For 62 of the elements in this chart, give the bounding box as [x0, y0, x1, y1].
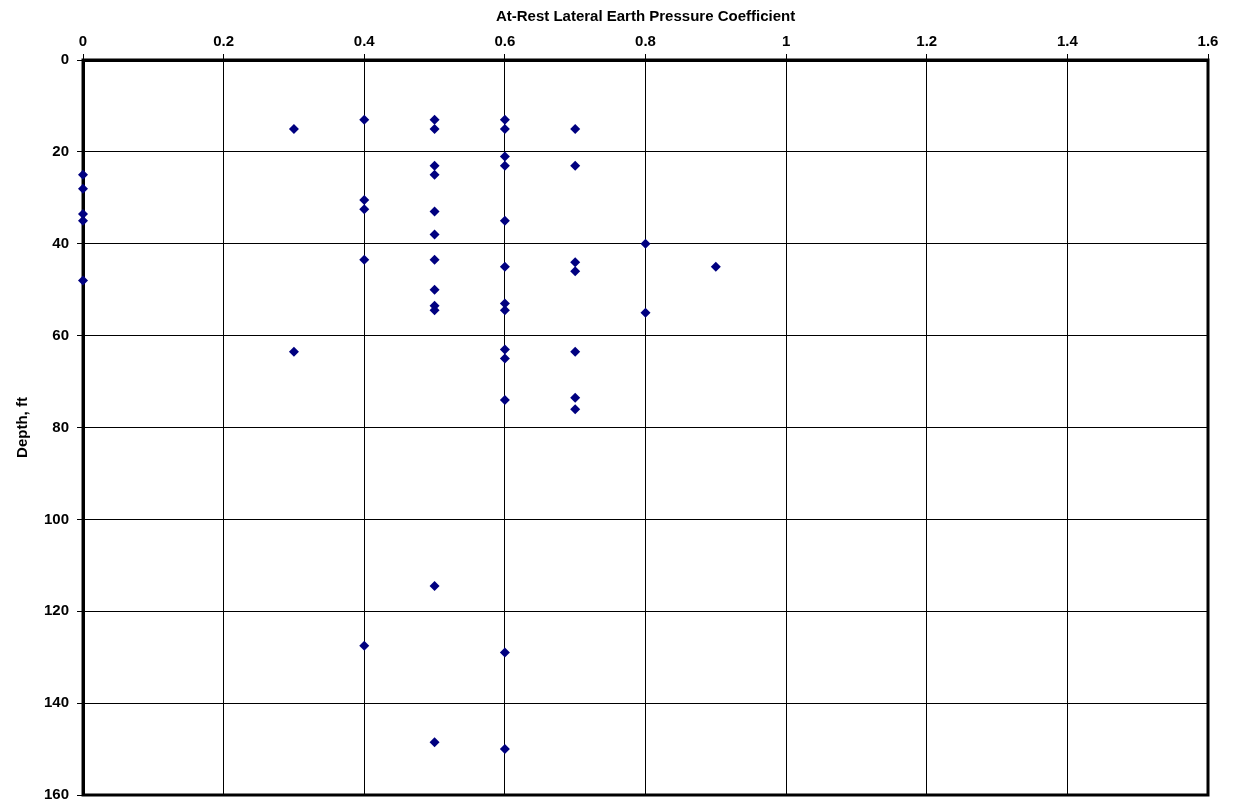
point [429, 580, 440, 591]
point [640, 238, 651, 249]
x-tick-label: 1.6 [1197, 32, 1219, 50]
point [499, 353, 510, 364]
point [429, 169, 440, 180]
point [359, 114, 370, 125]
point [499, 114, 510, 125]
point [78, 275, 89, 286]
point [570, 392, 581, 403]
x-tick-label: 0.4 [353, 32, 376, 50]
y-tick-label: 60 [52, 325, 70, 343]
x-tick-label: 0.8 [635, 32, 656, 50]
point [640, 307, 651, 318]
point [429, 114, 440, 125]
point [499, 151, 510, 162]
point [570, 160, 581, 171]
y-tick-label: 140 [44, 693, 70, 711]
point [570, 266, 581, 277]
y-tick-label: 160 [44, 785, 70, 803]
point [359, 204, 370, 215]
point [710, 261, 721, 272]
point [499, 344, 510, 355]
y-axis-title: Depth, ft [13, 397, 31, 458]
point [570, 404, 581, 415]
x-tick-label: 1.2 [916, 32, 938, 50]
y-tick-label: 120 [44, 601, 70, 619]
y-tick-label: 100 [44, 509, 70, 527]
point [499, 160, 510, 171]
x-tick-label: 0.2 [213, 32, 235, 50]
point [359, 640, 370, 651]
point [499, 215, 510, 226]
point [499, 647, 510, 658]
point [499, 744, 510, 755]
point [499, 305, 510, 316]
point [570, 346, 581, 357]
x-tick-label: 1 [781, 32, 791, 50]
x-tick-label: 1.4 [1056, 32, 1079, 50]
point [359, 254, 370, 265]
point [429, 206, 440, 217]
point [78, 183, 89, 194]
point [570, 257, 581, 268]
point [570, 123, 581, 134]
point [429, 160, 440, 171]
y-tick-label: 40 [52, 233, 70, 251]
point [359, 195, 370, 206]
point [429, 254, 440, 265]
point [499, 123, 510, 134]
point [499, 394, 510, 405]
point [429, 229, 440, 240]
point [429, 123, 440, 134]
x-tick-label: 0 [78, 32, 88, 50]
point [429, 284, 440, 295]
y-tick-label: 20 [52, 142, 70, 160]
point [288, 123, 299, 134]
y-tick-label: 80 [52, 417, 70, 435]
point [429, 737, 440, 748]
y-tick-label: 0 [60, 50, 70, 68]
x-axis-title: At-Rest Lateral Earth Pressure Coefficient [495, 7, 796, 25]
point [499, 261, 510, 272]
point [78, 169, 89, 180]
point [288, 346, 299, 357]
x-tick-label: 0.6 [494, 32, 516, 50]
